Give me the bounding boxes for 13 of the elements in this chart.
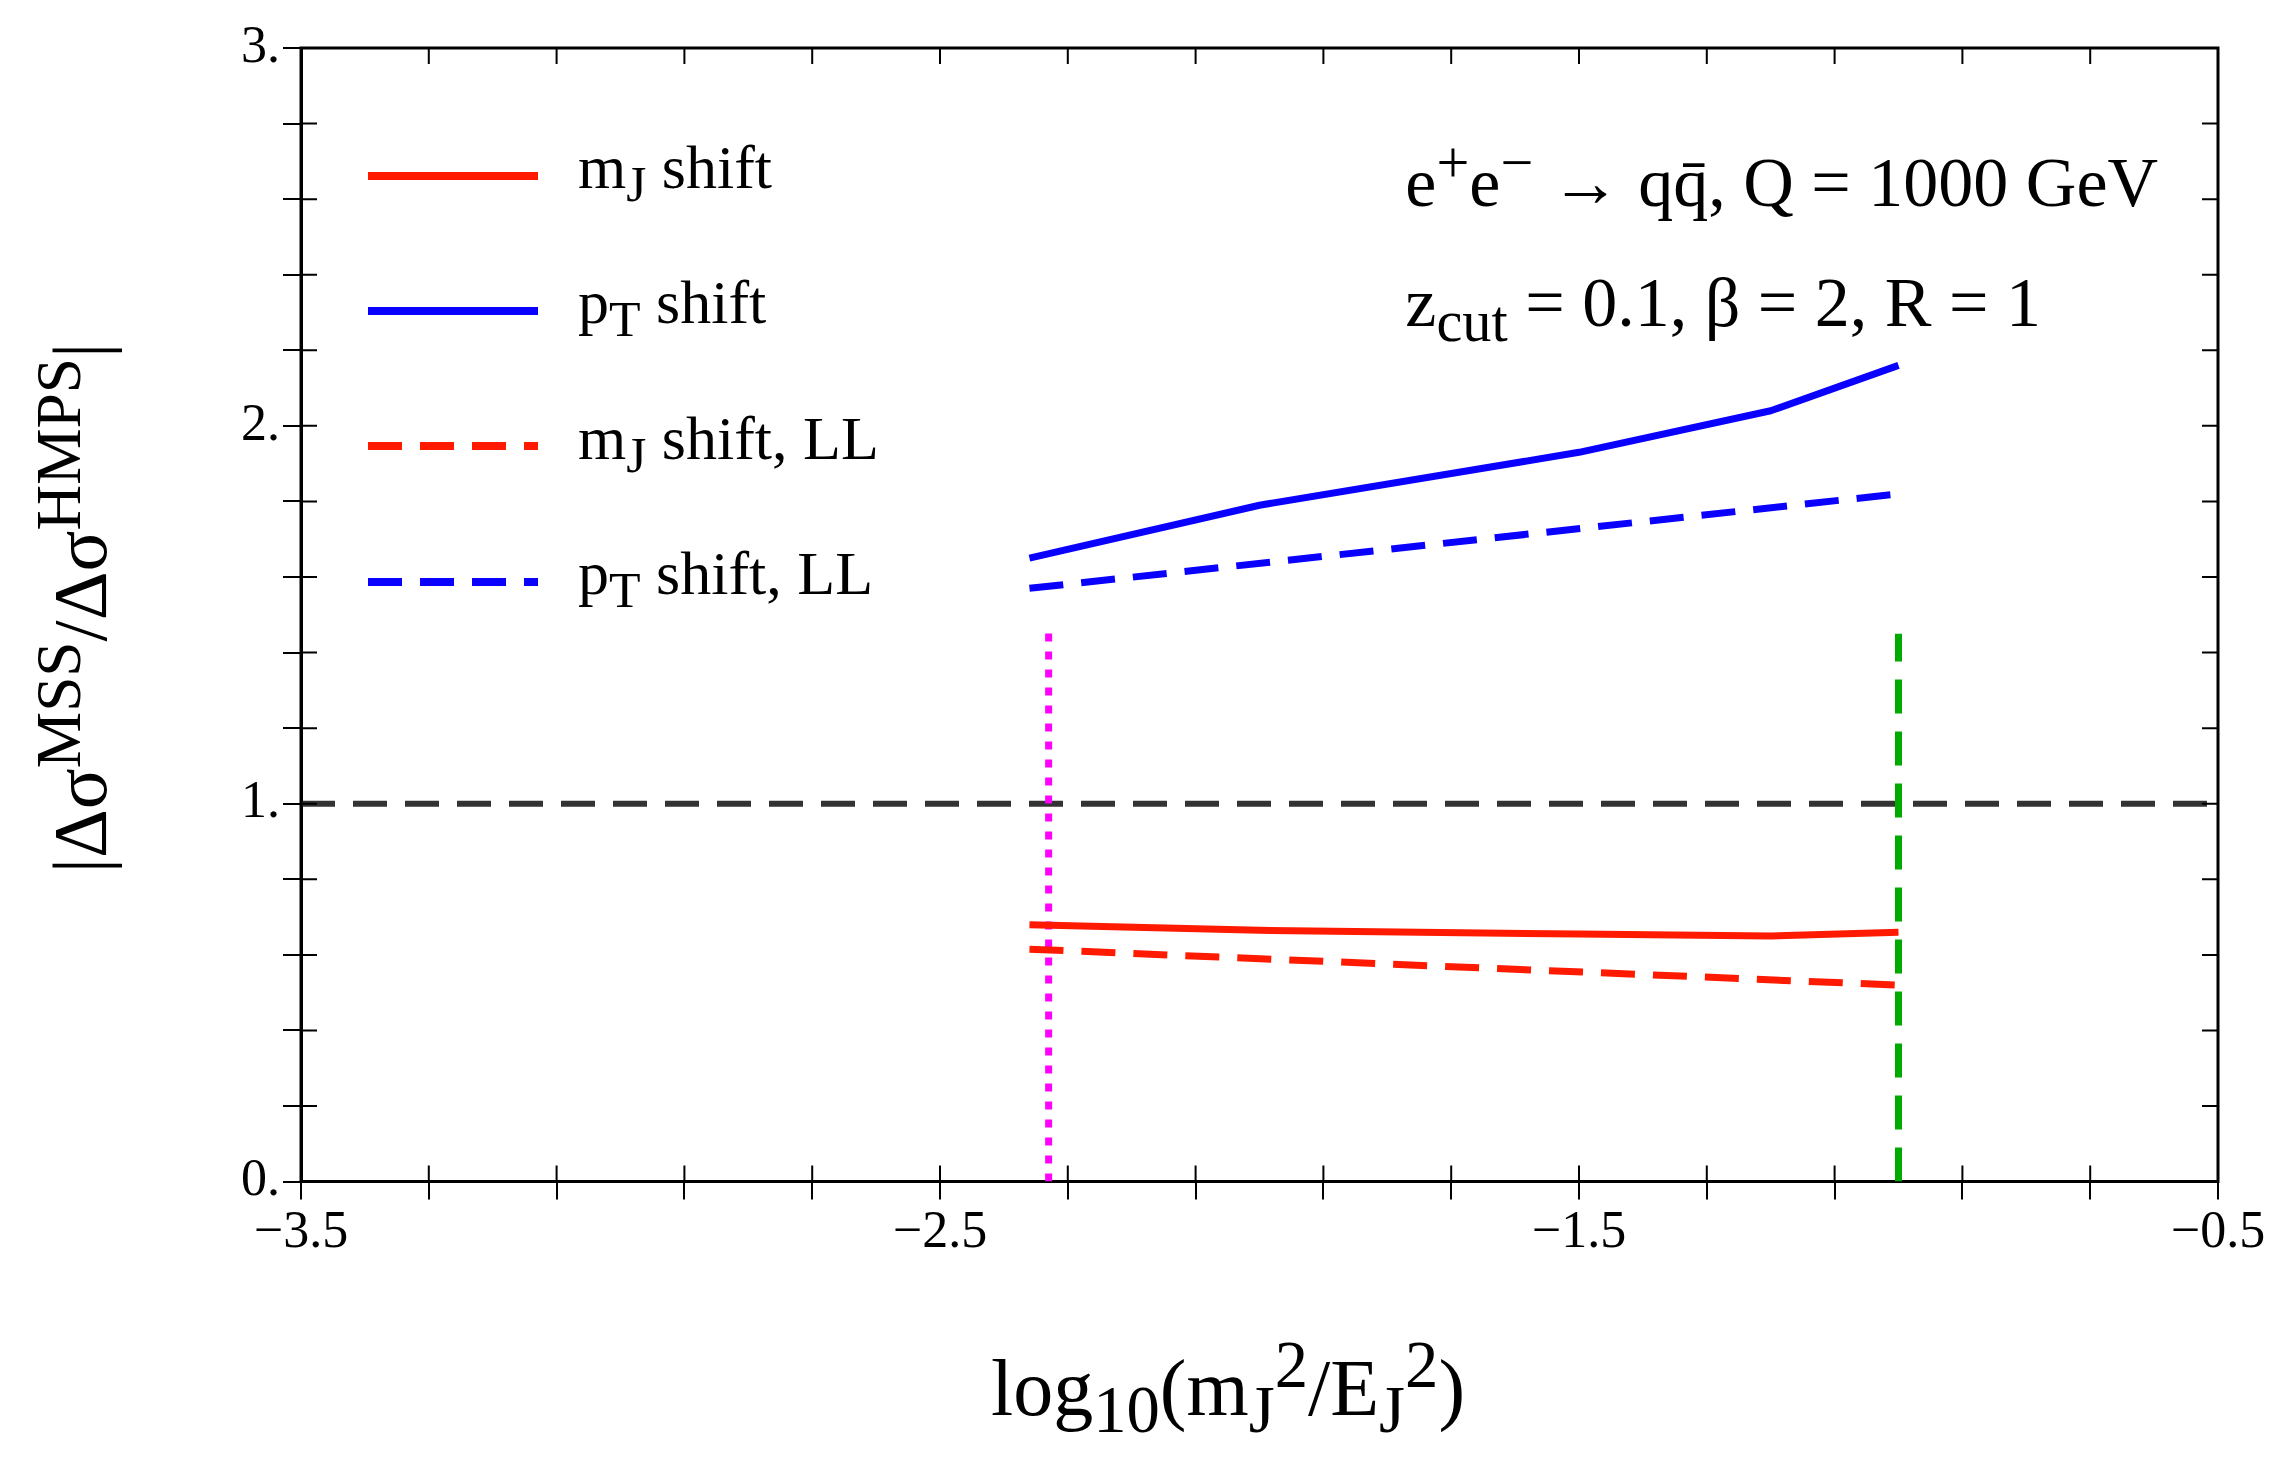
annotation: z$_{cut}$ = 0.1, β = 2, R = 1 [1405, 263, 2042, 357]
legend-label: p$_{T}$ shift [578, 267, 767, 350]
legend-label: m$_{J}$ shift [578, 132, 773, 215]
text: log$_{10}$(m$_{J}$$^{2}$/E$_{J}$$^{2}$) [990, 1328, 1466, 1446]
x-tick-label: −2.5 [892, 1201, 988, 1259]
legend-label: p$_{T}$ shift, LL [578, 538, 874, 621]
y-tick-label: 2. [241, 393, 280, 451]
x-tick-label: −0.5 [2170, 1201, 2266, 1259]
y-tick-label: 1. [241, 771, 280, 829]
y-tick-label: 3. [241, 15, 280, 73]
x-tick-label: −1.5 [1531, 1201, 1627, 1259]
annotation: e$^{+}$e$^{−}$ → qq̄, Q = 1000 GeV [1405, 129, 2158, 224]
legend-label: m$_{J}$ shift, LL [578, 402, 879, 486]
